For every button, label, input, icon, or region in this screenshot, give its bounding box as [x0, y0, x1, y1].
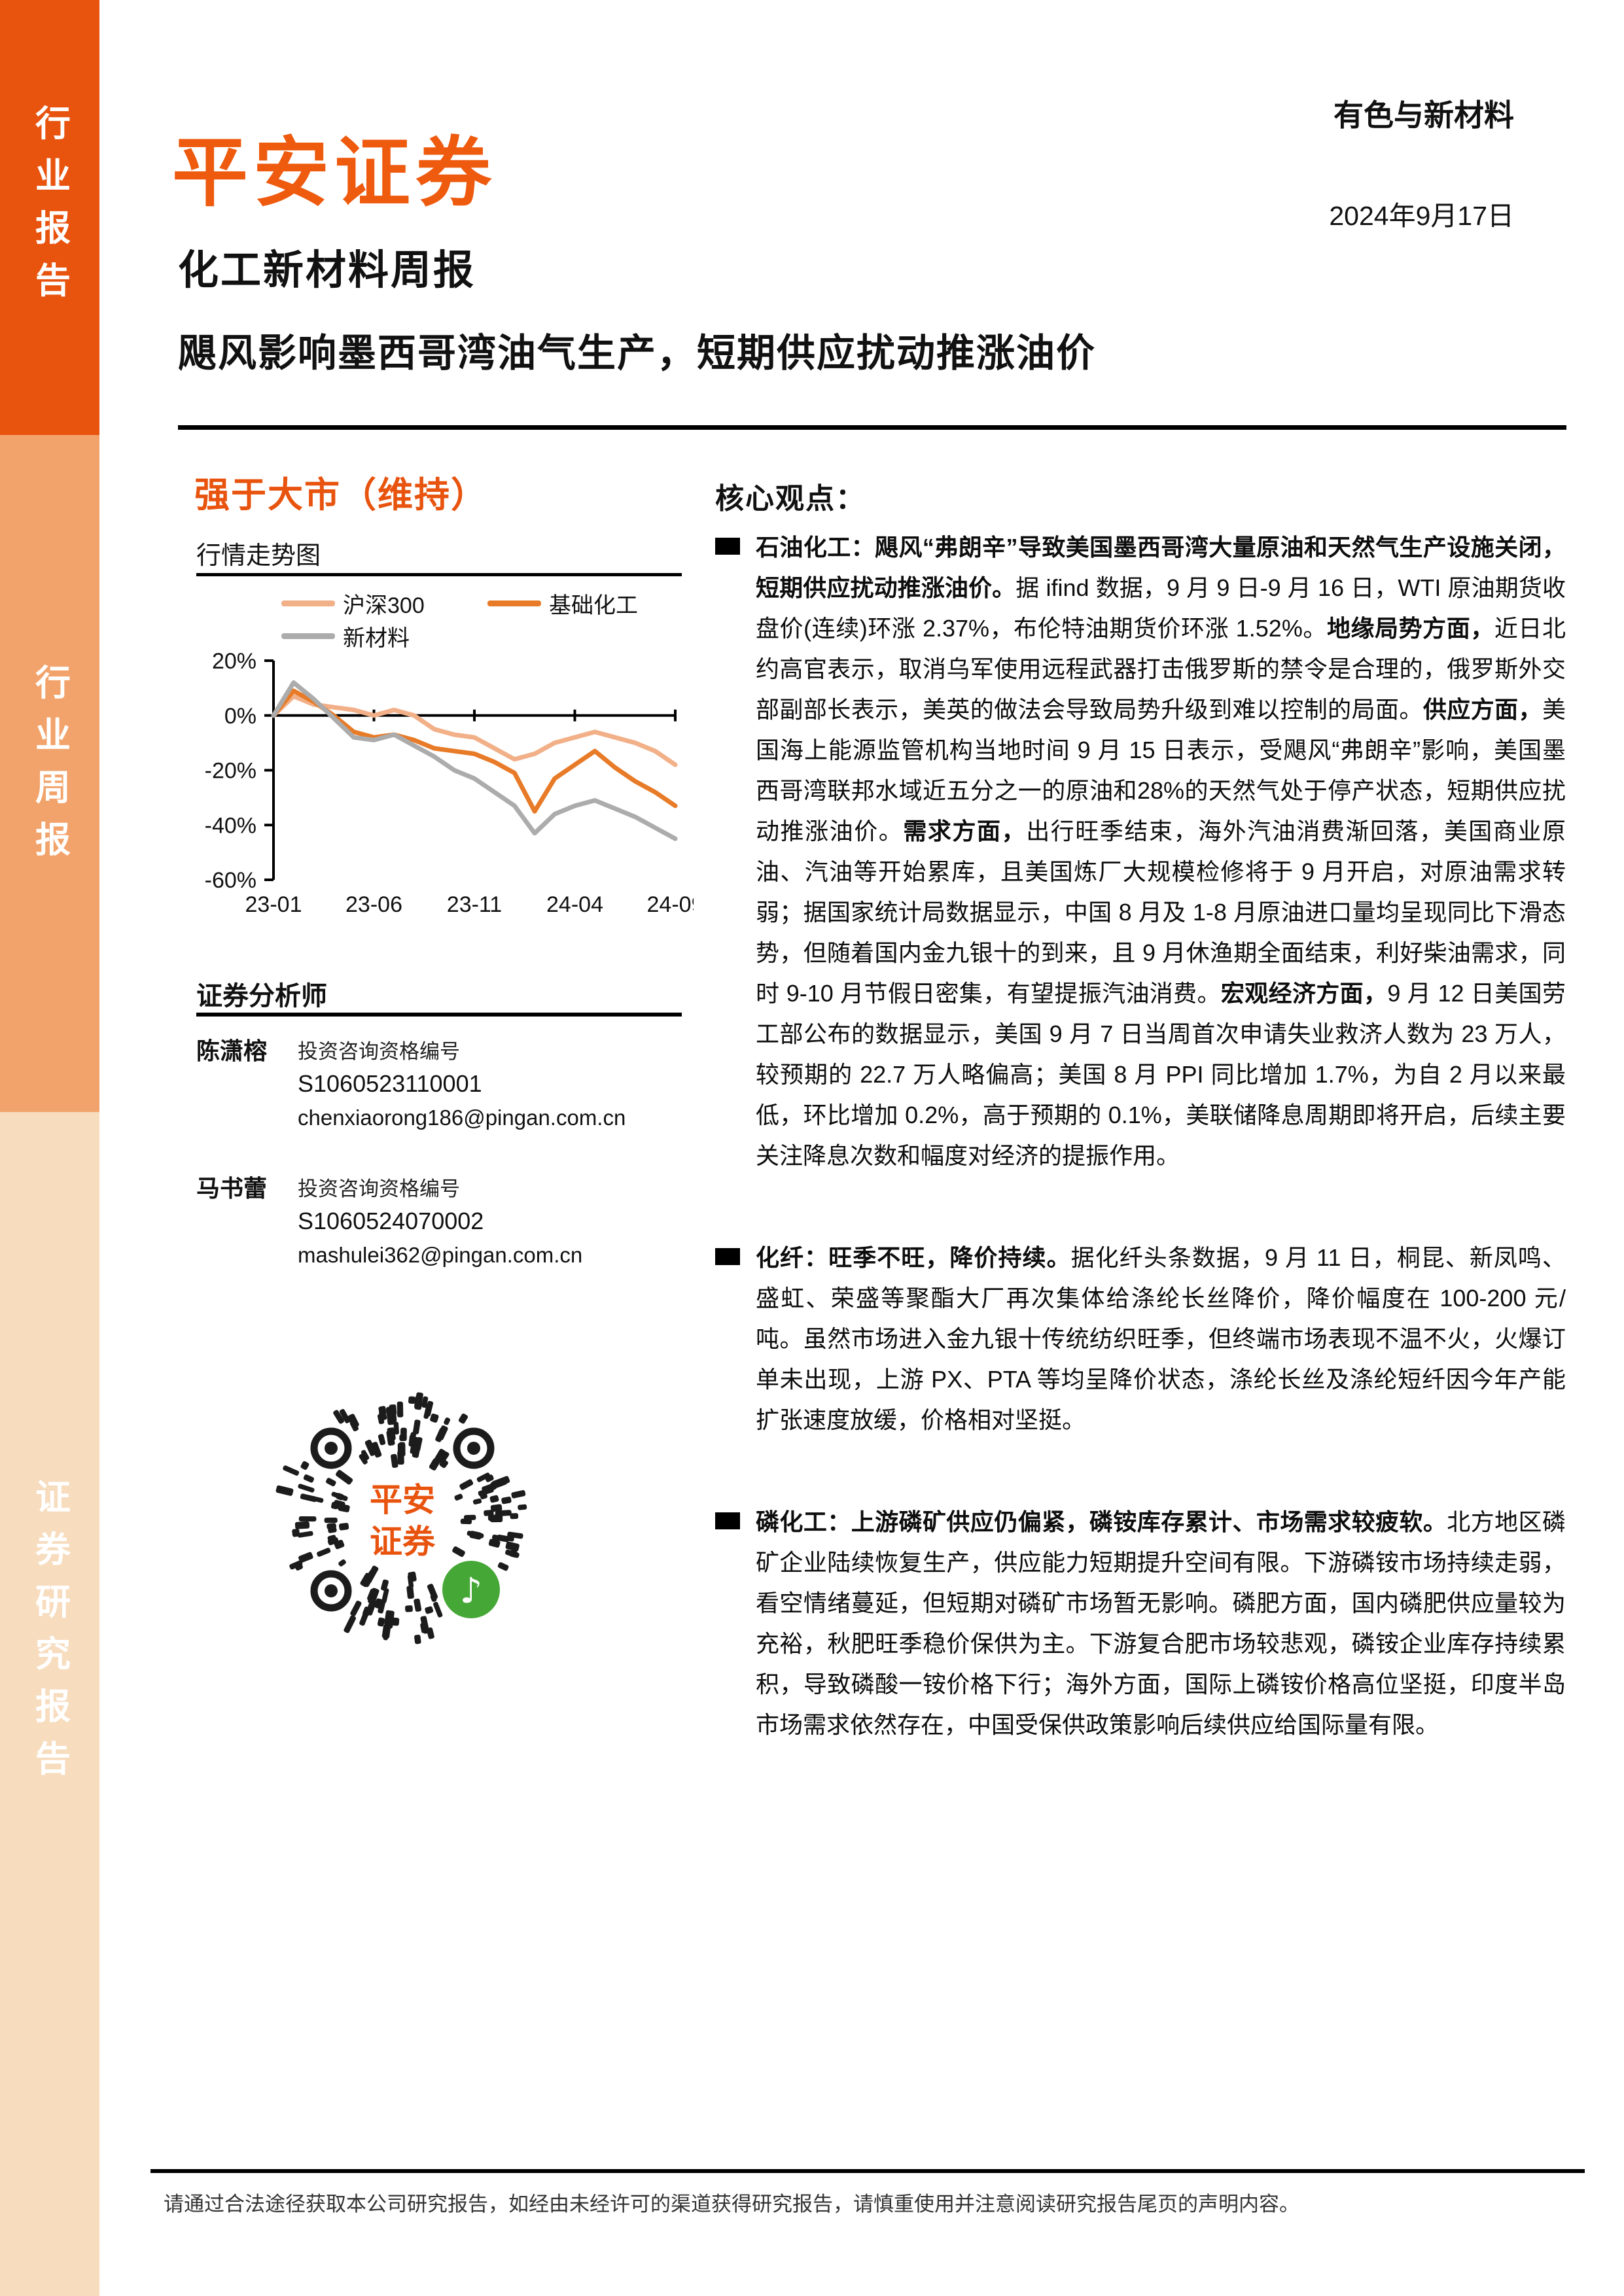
footer-divider	[150, 2169, 1585, 2173]
core-views-list: 石油化工：飓风“弗朗辛”导致美国墨西哥湾大量原油和天然气生产设施关闭，短期供应扰…	[715, 527, 1566, 1745]
svg-text:0%: 0%	[224, 704, 256, 729]
sidebar-band-research-report: 证券研究报告	[0, 1112, 99, 2296]
svg-text:-20%: -20%	[205, 759, 256, 784]
legend-item-new-material: 新材料	[281, 620, 410, 652]
sidebar-band-industry-weekly: 行业周报	[0, 435, 99, 1112]
analyst-email[interactable]: mashulei362@pingan.com.cn	[298, 1243, 583, 1267]
legend-label-basic-chem: 基础化工	[549, 593, 638, 618]
industry-tag: 有色与新材料	[1333, 98, 1514, 132]
page-title: 飓风影响墨西哥湾油气生产，短期供应扰动推涨油价	[178, 332, 1097, 375]
legend-swatch-hs300	[281, 600, 335, 606]
sidebar-label-industry-report: 行业报告	[29, 105, 69, 314]
analyst-email[interactable]: chenxiaorong186@pingan.com.cn	[298, 1105, 626, 1130]
core-views-heading: 核心观点：	[715, 483, 866, 515]
performance-line-chart: 20% 0% -20% -40% -60%23-01 23-06 23-11 24-04 24-…	[205, 649, 694, 917]
investment-rating: 强于大市（维持）	[194, 476, 487, 515]
analyst-cert-number: S1060523110001	[298, 1070, 482, 1097]
svg-text:23-06: 23-06	[345, 892, 402, 917]
title-divider	[178, 425, 1566, 430]
svg-text:24-09: 24-09	[647, 892, 694, 917]
sidebar-label-industry-weekly: 行业周报	[29, 664, 69, 873]
analyst-cert-number: S1060524070002	[298, 1208, 484, 1234]
list-item: 石油化工：飓风“弗朗辛”导致美国墨西哥湾大量原油和天然气生产设施关闭，短期供应扰…	[715, 527, 1566, 1176]
legend-label-new-material: 新材料	[343, 626, 410, 651]
analyst-name: 马书蕾	[196, 1175, 268, 1202]
bullet-square-icon	[715, 1248, 740, 1265]
list-item: 化纤：旺季不旺，降价持续。据化纤头条数据，9 月 11 日，桐昆、新凤鸣、盛虹、…	[715, 1238, 1566, 1440]
legend-item-basic-chem: 基础化工	[487, 587, 638, 619]
sidebar-label-research-report: 证券研究报告	[29, 1478, 69, 1792]
company-logo: 平安证券	[172, 130, 497, 215]
wechat-qr-code: 平安证券 ♪	[275, 1392, 530, 1647]
sidebar-band-industry-report: 行业报告	[0, 0, 99, 435]
chart-section-heading: 行情走势图	[196, 542, 321, 570]
bullet-paragraph-chemical-fiber: 化纤：旺季不旺，降价持续。据化纤头条数据，9 月 11 日，桐昆、新凤鸣、盛虹、…	[756, 1244, 1566, 1433]
report-date: 2024年9月17日	[1329, 201, 1514, 231]
report-type-title: 化工新材料周报	[178, 248, 476, 293]
svg-text:24-04: 24-04	[546, 892, 603, 917]
chart-heading-divider	[196, 573, 682, 576]
svg-text:-40%: -40%	[205, 813, 256, 838]
svg-text:23-01: 23-01	[245, 892, 302, 917]
analyst-cert-label: 投资咨询资格编号	[298, 1040, 460, 1063]
svg-text:20%: 20%	[212, 649, 256, 674]
qr-code-graphic: 平安证券 ♪	[275, 1392, 527, 1644]
legend-swatch-new-material	[281, 633, 335, 639]
list-item: 磷化工：上游磷矿供应仍偏紧，磷铵库存累计、市场需求较疲软。北方地区磷矿企业陆续恢…	[715, 1502, 1566, 1745]
svg-text:♪: ♪	[460, 1570, 482, 1611]
svg-text:平安: 平安	[370, 1482, 435, 1518]
legend-label-hs300: 沪深300	[343, 593, 425, 618]
bullet-paragraph-phosphorus: 磷化工：上游磷矿供应仍偏紧，磷铵库存累计、市场需求较疲软。北方地区磷矿企业陆续恢…	[756, 1508, 1566, 1738]
bullet-square-icon	[715, 538, 740, 555]
bullet-square-icon	[715, 1512, 740, 1529]
svg-text:证券: 证券	[370, 1523, 436, 1560]
analysts-heading: 证券分析师	[196, 982, 327, 1011]
svg-text:23-11: 23-11	[447, 892, 502, 917]
analysts-heading-divider	[196, 1013, 682, 1017]
analyst-cert-label: 投资咨询资格编号	[298, 1177, 460, 1200]
legend-swatch-basic-chem	[487, 600, 541, 606]
footer-disclaimer: 请通过合法途径获取本公司研究报告，如经由未经许可的渠道获得研究报告，请慎重使用并…	[164, 2193, 1299, 2216]
analyst-name: 陈潇榕	[196, 1037, 268, 1064]
bullet-paragraph-petrochemical: 石油化工：飓风“弗朗辛”导致美国墨西哥湾大量原油和天然气生产设施关闭，短期供应扰…	[756, 534, 1566, 1169]
svg-text:-60%: -60%	[205, 868, 256, 893]
legend-item-hs300: 沪深300	[281, 587, 425, 619]
